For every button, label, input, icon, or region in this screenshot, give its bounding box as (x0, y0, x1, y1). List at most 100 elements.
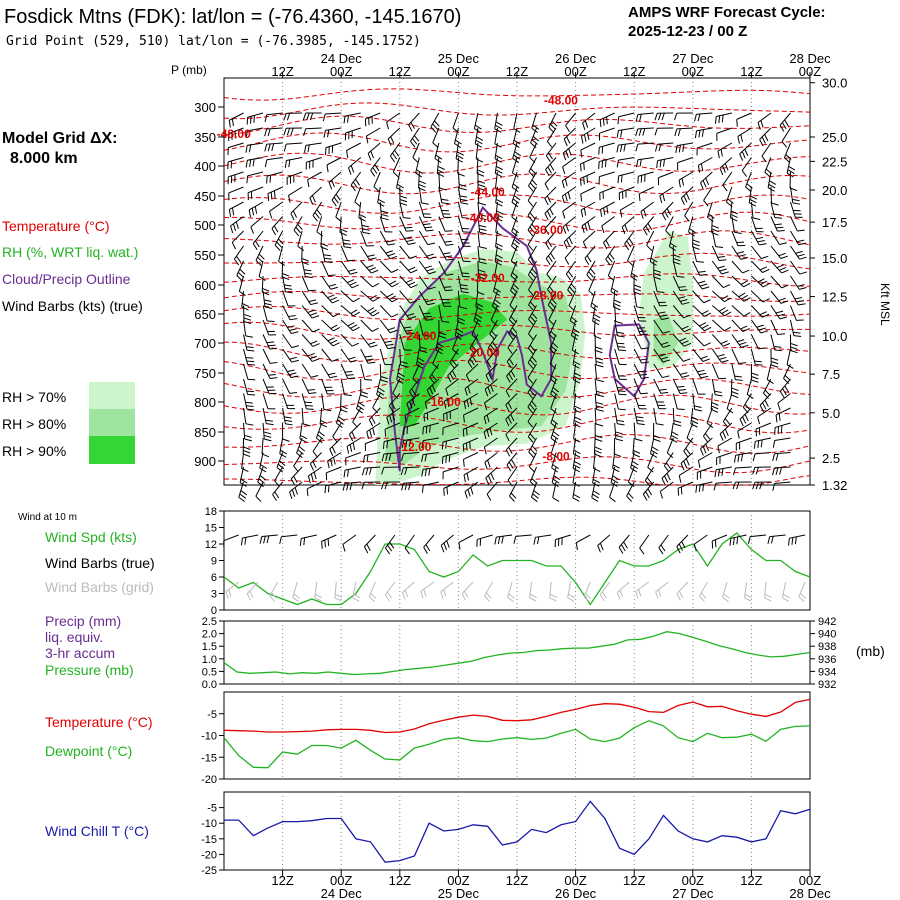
wind-barb-feather (665, 230, 671, 237)
wind-barb (692, 305, 705, 317)
surface-wind-barb-grid-feather (676, 593, 681, 601)
wind-barb-feather (731, 394, 739, 399)
wind-barb-feather (418, 180, 426, 185)
wind-barb (494, 127, 498, 144)
wind-barb-feather (678, 389, 686, 391)
wind-barb (565, 260, 577, 275)
wind-barb-feather (343, 116, 346, 124)
wind-barb-feather (372, 282, 380, 288)
pressure-tick-label: 300 (194, 100, 216, 115)
wind-barb (360, 290, 374, 302)
wind-barb-feather (236, 275, 243, 281)
wind-barb (672, 407, 675, 425)
wind-barb (770, 216, 778, 232)
wind-barb (790, 290, 799, 306)
wind-barb-feather (595, 357, 604, 361)
wind-barb-feather (287, 369, 295, 373)
wind-barb-feather (466, 473, 469, 481)
wind-barb-feather (657, 291, 665, 294)
wind-barb-feather (550, 378, 557, 385)
wind-barb-feather (299, 438, 307, 443)
wind-barb (443, 481, 459, 489)
wind-barb-feather (387, 327, 396, 331)
wind-barb (267, 186, 283, 195)
wind-barb-feather (732, 467, 736, 476)
wind-barb (692, 363, 702, 379)
wind-barb (511, 186, 518, 203)
wind-barb (239, 466, 245, 483)
wind-barb-feather (428, 286, 436, 290)
wind-barb-feather (309, 197, 314, 205)
kft-tick-label: 25.0 (822, 130, 847, 145)
wind-barb (403, 422, 420, 429)
wind-barb (653, 378, 662, 394)
surface-wind-barb-true-feather (404, 547, 410, 555)
series-line (223, 698, 811, 734)
wind-barb-feather (688, 231, 695, 237)
series-line (223, 719, 811, 769)
wind-barb (266, 112, 283, 116)
surface-wind-barb-grid (635, 581, 650, 592)
wind-barb-feather (796, 239, 805, 243)
surface-wind-barb-grid (461, 581, 474, 594)
wind-barb (774, 466, 791, 469)
wind-barb (379, 305, 392, 318)
wind-barb-feather (263, 434, 272, 438)
wind-barb (712, 290, 725, 303)
wind-barb-feather (579, 178, 582, 186)
wind-barb-feather (799, 271, 807, 275)
wind-barb-feather (358, 217, 366, 222)
wind-barb-feather (451, 359, 457, 366)
wind-barb-feather (615, 431, 623, 435)
wind-barb-feather (471, 344, 477, 352)
wind-barb-feather (572, 467, 580, 473)
wind-barb-feather (619, 209, 623, 218)
wind-barb-feather (790, 346, 798, 350)
wind-barb-feather (245, 423, 254, 426)
wind-barb-feather (428, 271, 437, 275)
wind-barb-feather (364, 379, 373, 381)
wind-barb (464, 378, 479, 389)
wind-barb (573, 407, 577, 424)
pressure-tick-label: 650 (194, 307, 216, 322)
wind-barb (759, 127, 772, 140)
wind-barb (711, 260, 723, 275)
surface-wind-barb-true (242, 534, 259, 539)
wind-barb-feather (494, 276, 502, 281)
wind-barb-feather (487, 386, 491, 395)
wind-barb-feather (282, 438, 290, 442)
wind-barb (545, 157, 557, 170)
wind-barb-feather (276, 241, 283, 248)
surface-wind-barb-grid (764, 581, 767, 598)
kft-tick-label: 7.5 (822, 367, 840, 382)
wind-barb-feather (476, 302, 484, 308)
wind-barb (716, 466, 732, 471)
wind-barb-feather (595, 423, 604, 427)
wind-barb (321, 348, 333, 362)
wind-barb (653, 319, 664, 334)
wind-barb-feather (775, 453, 779, 461)
wind-barb-feather (685, 458, 690, 466)
wind-barb-feather (739, 419, 744, 427)
wind-barb-feather (445, 230, 453, 232)
surface-wind-barb-grid (368, 581, 376, 597)
wind-barb (418, 260, 430, 275)
wind-barb-feather (446, 486, 449, 495)
wind-barb (680, 186, 694, 199)
wind-barb-feather (697, 369, 705, 373)
wind-barb-feather (580, 193, 583, 202)
wind-barb (549, 348, 557, 365)
wind-barb-feather (490, 384, 494, 392)
y-tick-label: 2.0 (202, 629, 217, 641)
wind-barb (717, 437, 733, 447)
wind-barb-feather (715, 394, 723, 397)
wind-barb (637, 127, 654, 130)
wind-barb (779, 112, 791, 126)
wind-barb-feather (401, 483, 404, 491)
wind-barb (672, 334, 685, 347)
surface-wind-barb-grid-feather (225, 591, 229, 599)
wind-barb-feather (759, 243, 767, 246)
surface-wind-barb-true-feather (597, 545, 601, 553)
wind-barb-feather (584, 223, 588, 232)
wind-barb (735, 452, 752, 456)
